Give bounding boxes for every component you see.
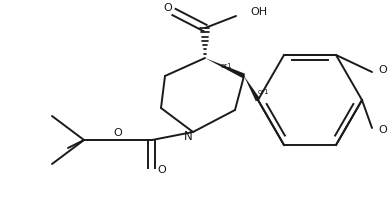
Polygon shape: [205, 58, 245, 78]
Text: O: O: [378, 125, 387, 135]
Text: N: N: [183, 129, 192, 142]
Text: OH: OH: [250, 7, 267, 17]
Text: O: O: [158, 165, 166, 175]
Text: O: O: [163, 3, 172, 13]
Text: or1: or1: [258, 89, 270, 95]
Text: O: O: [378, 65, 387, 75]
Text: or1: or1: [221, 63, 232, 69]
Polygon shape: [244, 76, 260, 101]
Text: O: O: [114, 128, 122, 138]
